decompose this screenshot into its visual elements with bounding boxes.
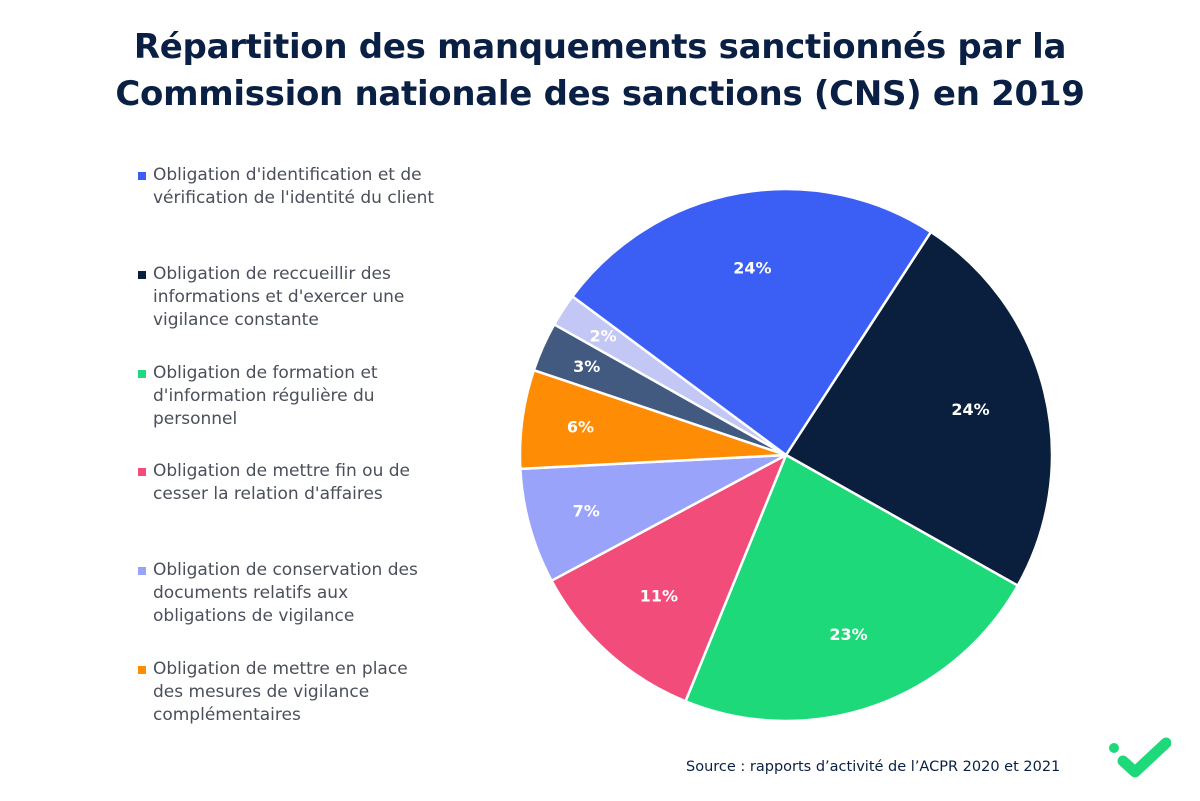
legend-item-vigilance-constante: Obligation de reccueillir des informatio… — [138, 263, 478, 332]
logo-check — [1117, 737, 1171, 778]
legend-label: Obligation d'identification et de vérifi… — [153, 165, 435, 208]
checkmark-logo-icon — [1109, 737, 1171, 778]
legend-label: Obligation de mettre en place des mesure… — [153, 659, 408, 725]
legend-swatch — [138, 271, 146, 279]
pie-slice-label: 3% — [573, 357, 600, 376]
legend-label: Obligation de mettre fin ou de cesser la… — [153, 461, 410, 504]
legend-swatch — [138, 468, 146, 476]
slice-conservation — [519, 453, 788, 582]
slice-fin-relation — [550, 453, 788, 703]
chart-title: Répartition des manquements sanctionnés … — [0, 24, 1200, 118]
legend-label: Obligation de formation et d'information… — [153, 363, 378, 429]
legend-swatch — [138, 666, 146, 674]
legend-label: Obligation de reccueillir des informatio… — [153, 264, 405, 330]
legend-swatch — [138, 567, 146, 575]
pie-slice-label: 2% — [590, 327, 617, 346]
legend-label: Obligation de conservation des documents… — [153, 560, 418, 626]
legend-item-formation: Obligation de formation et d'information… — [138, 362, 478, 431]
legend-swatch — [138, 172, 146, 180]
chart-title-line-2: Commission nationale des sanctions (CNS)… — [115, 74, 1085, 114]
pie-slice-label: 11% — [640, 587, 678, 606]
pie-slice-label: 24% — [733, 259, 771, 278]
logo-dot — [1109, 743, 1119, 753]
legend-item-identification: Obligation d'identification et de vérifi… — [138, 164, 478, 210]
slice-vigilance-constante — [784, 230, 1054, 587]
legend-item-conservation: Obligation de conservation des documents… — [138, 559, 478, 628]
pie-slice-label: 6% — [567, 417, 594, 436]
slice-formation — [684, 453, 1019, 723]
source-note: Source : rapports d’activité de l’ACPR 2… — [686, 759, 1061, 775]
legend-swatch — [138, 370, 146, 378]
slice-identification — [571, 187, 933, 457]
chart-title-line-1: Répartition des manquements sanctionnés … — [133, 27, 1067, 67]
pie-slice-label: 23% — [829, 625, 867, 644]
pie-slice-label: 24% — [951, 400, 989, 419]
legend-item-fin-relation: Obligation de mettre fin ou de cesser la… — [138, 460, 478, 506]
legend-item-vigilance-complementaire: Obligation de mettre en place des mesure… — [138, 658, 478, 727]
pie-slice-label: 7% — [573, 501, 600, 520]
